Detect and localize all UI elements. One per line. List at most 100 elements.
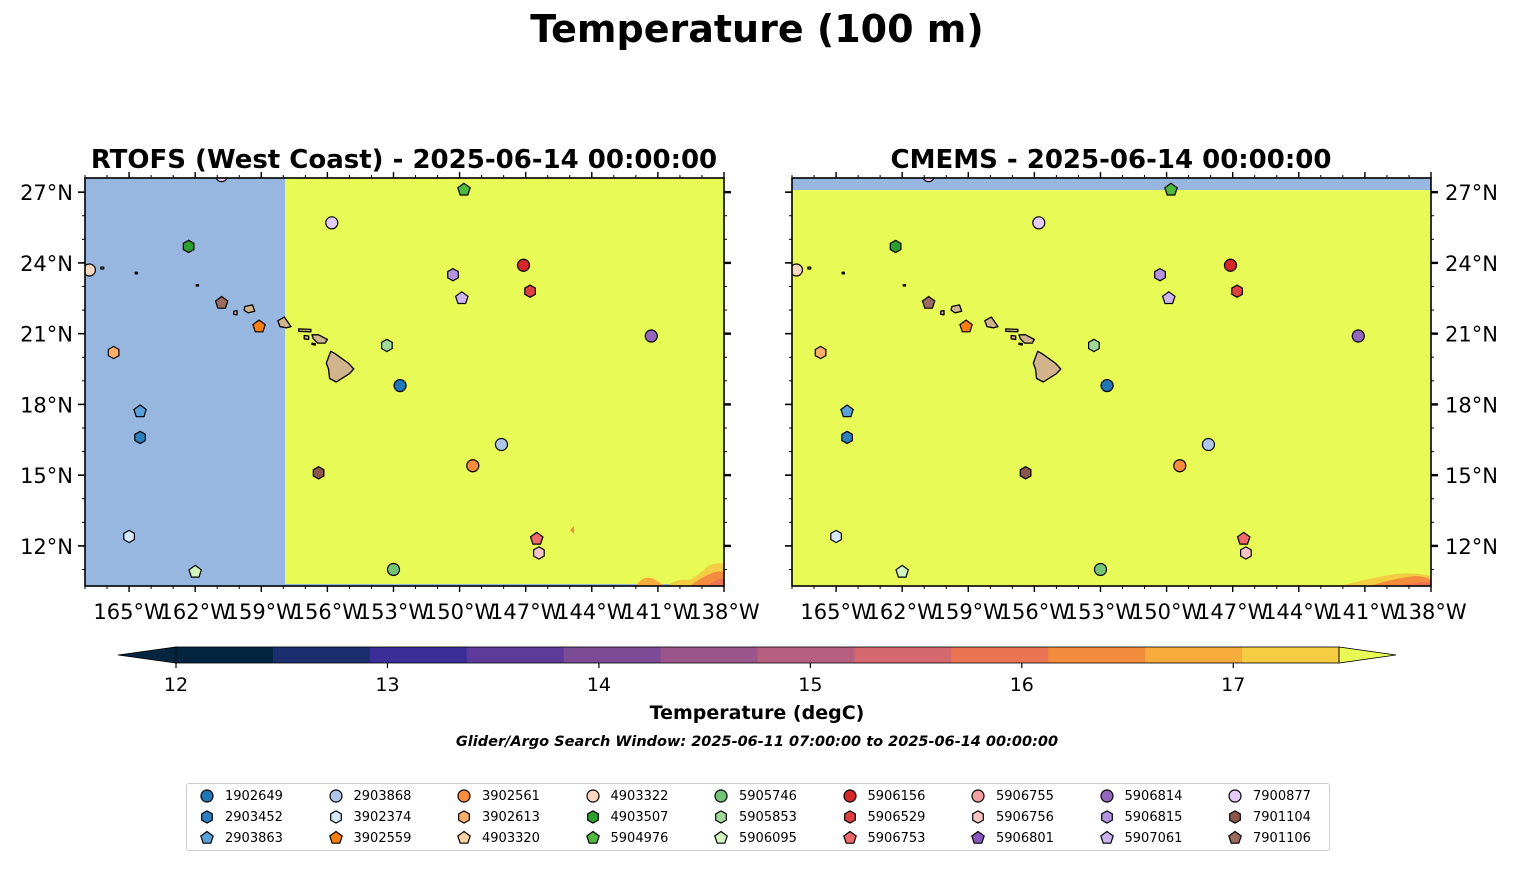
legend-item-3902374: 3902374 [328, 807, 412, 827]
legend-item-3902613: 3902613 [456, 807, 540, 827]
legend-marker-icon [971, 830, 985, 844]
maui-island-left [311, 334, 329, 344]
platform-2903863-left [133, 404, 147, 418]
hawaiian-islands-right [807, 266, 1062, 383]
legend-label: 7901106 [1253, 830, 1311, 846]
legend-item-2903452: 2903452 [199, 807, 283, 827]
kauai-island-left [243, 304, 256, 314]
platform-2903868-left [494, 437, 509, 452]
platform-5905746-right [1093, 562, 1108, 577]
lanai-island-left [303, 334, 310, 341]
legend-marker-hexagon [843, 810, 856, 824]
legend-marker-pentagon [1099, 830, 1114, 844]
legend-label: 5905746 [739, 788, 797, 804]
platform-3902374-right [830, 529, 843, 544]
legend-marker-pentagon [714, 830, 728, 844]
map-panel-left: RTOFS (West Coast) - 2025-06-14 00:00:00… [20, 145, 760, 624]
platform-3902561-right [1173, 459, 1187, 473]
legend-marker-icon [1100, 810, 1113, 824]
colorbar-frame [175, 646, 1340, 664]
legend-marker-hexagon [586, 810, 599, 824]
hawaii-island-right [1032, 350, 1062, 383]
niihau-island-left [233, 309, 238, 316]
legend-marker-pentagon [457, 830, 471, 844]
legend-label: 5906753 [867, 830, 926, 846]
x-tick-label-left: 147°W [490, 600, 562, 624]
nihoa-island-right [902, 283, 907, 287]
x-tick-label-left: 162°W [159, 600, 231, 624]
legend-marker-circle [1099, 789, 1114, 803]
legend-marker-icon [1229, 810, 1241, 824]
legend-marker-icon [328, 830, 343, 844]
legend-marker-icon [328, 789, 343, 803]
legend-marker-icon [971, 789, 985, 803]
platform-3902561-left [466, 459, 480, 473]
colorbar-tick-label: 17 [1221, 674, 1245, 696]
legend-item-5906801: 5906801 [970, 828, 1054, 848]
legend-marker-circle [328, 789, 343, 803]
colorbar-tick-label: 13 [375, 674, 399, 696]
legend-marker-icon [585, 830, 600, 844]
platform-7900877-right [922, 178, 935, 183]
legend-label: 7901104 [1253, 809, 1311, 825]
legend-item-5906756: 5906756 [970, 807, 1054, 827]
legend-label: 1902649 [225, 788, 283, 804]
platform-5904976-right [1164, 182, 1178, 196]
platform-7901106-left [214, 295, 229, 309]
legend-marker-circle [1228, 789, 1242, 803]
legend-marker-hexagon [715, 810, 727, 824]
legend-label: 3902561 [482, 788, 540, 804]
legend-item-1902649: 1902649 [199, 786, 283, 806]
legend-item-3902561: 3902561 [456, 786, 540, 806]
legend-item-5906814: 5906814 [1099, 786, 1182, 806]
kahoolawe-island-right [1018, 342, 1023, 346]
legend-marker-icon [1228, 789, 1242, 803]
legend-item-5904976: 5904976 [585, 828, 668, 848]
colorbar-segment [660, 647, 758, 663]
legend-label: 5906801 [996, 830, 1054, 846]
legend-item-5906095: 5906095 [713, 828, 797, 848]
legend-marker-hexagon [329, 810, 342, 824]
legend-marker-icon [457, 789, 471, 803]
platform-5906814-left [644, 329, 658, 343]
legend-marker-pentagon [328, 830, 343, 844]
legend-marker-hexagon [201, 810, 213, 824]
x-tick-label-right: 156°W [999, 600, 1071, 624]
platform-legend: 1902649 2903452 2903863 2903868 3902374 39025… [186, 783, 1330, 851]
legend-label: 2903452 [225, 809, 283, 825]
x-tick-label-right: 141°W [1329, 600, 1401, 624]
legend-label: 3902374 [353, 809, 412, 825]
legend-item-5906815: 5906815 [1099, 807, 1182, 827]
legend-marker-pentagon [971, 830, 985, 844]
legend-marker-circle [585, 789, 600, 803]
legend-item-3902559: 3902559 [328, 828, 411, 848]
legend-marker-icon [1228, 830, 1242, 844]
y-tick-label-left: 24°N [20, 252, 73, 276]
no-data-strip-bottom-left [285, 584, 724, 586]
colorbar-segment [563, 647, 662, 663]
legend-label: 7900877 [1253, 788, 1311, 804]
legend-marker-circle [842, 789, 857, 803]
x-tick-label-left: 165°W [93, 600, 165, 624]
legend-marker-pentagon [1228, 830, 1242, 844]
colorbar-segment [1242, 647, 1340, 663]
necker-island-left [134, 271, 139, 275]
y-tick-label-right: 18°N [1445, 393, 1498, 417]
x-tick-label-right: 150°W [1131, 600, 1203, 624]
maui-island-right [1018, 334, 1036, 344]
legend-marker-icon [586, 810, 599, 824]
y-tick-label-left: 12°N [20, 535, 73, 559]
legend-item-5906156: 5906156 [842, 786, 925, 806]
legend-label: 2903863 [225, 830, 283, 846]
colorbar-extend-high [1338, 646, 1397, 664]
legend-marker-icon [714, 789, 728, 803]
x-tick-label-right: 144°W [1263, 600, 1335, 624]
x-tick-label-left: 138°W [688, 600, 760, 624]
x-tick-label-right: 159°W [933, 600, 1005, 624]
legend-marker-hexagon [1229, 810, 1241, 824]
platform-5905853-right [1087, 338, 1100, 353]
legend-label: 4903507 [610, 809, 669, 825]
y-tick-label-right: 24°N [1445, 252, 1498, 276]
legend-label: 2903868 [353, 788, 412, 804]
x-tick-label-right: 165°W [800, 600, 872, 624]
